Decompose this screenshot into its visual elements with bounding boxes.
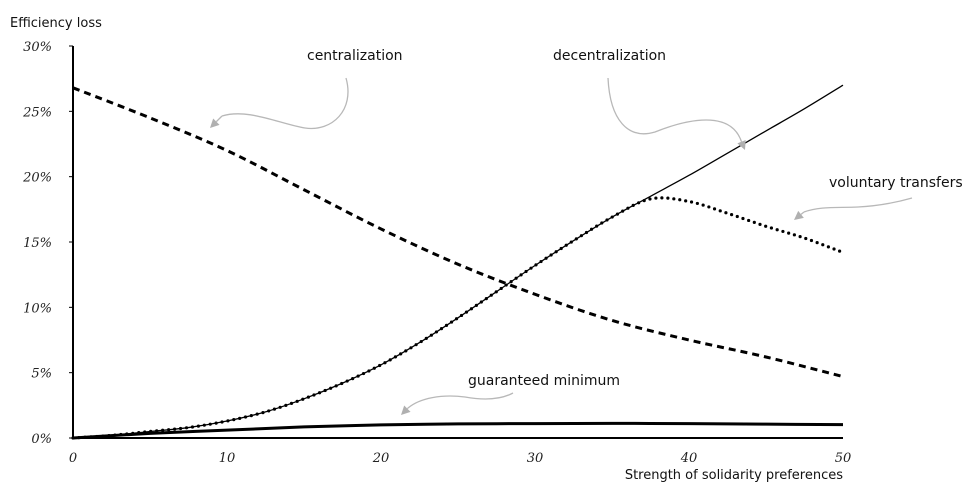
x-tick-label: 30: [527, 451, 544, 466]
ticks: 0% 5% 10% 15% 20% 25% 30% 0 10 20 30 40 50: [22, 40, 851, 466]
x-tick-label: 40: [680, 451, 698, 466]
annotation-decentralization: decentralization: [553, 48, 666, 64]
x-tick-label: 0: [69, 451, 77, 466]
x-tick-label: 50: [835, 451, 852, 466]
y-tick-label: 5%: [31, 367, 52, 382]
series-line-decentralization: [72, 84, 844, 439]
annotation-arrow-centralization: [221, 77, 349, 130]
series-layer: [71, 84, 845, 440]
y-axis-title: Efficiency loss: [10, 16, 102, 31]
series-line-voluntary-transfers: [71, 196, 845, 440]
annotation-arrow-shaft-guaranteed-minimum: [406, 407, 409, 410]
annotation-arrow-shaft-voluntary-transfers: [800, 211, 805, 215]
y-tick-label: 0%: [31, 432, 52, 447]
x-tick-label: 20: [372, 451, 390, 466]
x-axis-title: Strength of solidarity preferences: [625, 468, 843, 483]
annotation-arrow-shaft-centralization: [215, 115, 223, 123]
annotation-arrow-decentralization: [607, 77, 741, 139]
x-tick-label: 10: [219, 451, 236, 466]
y-tick-label: 10%: [23, 301, 52, 316]
annotation-arrow-shaft-decentralization: [739, 137, 743, 142]
annotation-voluntary-transfers: voluntary transfers: [829, 175, 963, 191]
axes: [72, 46, 843, 439]
y-tick-label: 30%: [23, 40, 52, 55]
series-line-centralization: [72, 86, 844, 379]
annotation-arrowhead-centralization: [210, 118, 220, 128]
annotation-arrow-voluntary-transfers: [803, 197, 913, 213]
annotation-arrow-guaranteed-minimum: [407, 392, 514, 409]
annotation-arrowhead-guaranteed-minimum: [401, 405, 411, 415]
y-tick-label: 20%: [22, 171, 52, 186]
annotation-arrowhead-voluntary-transfers: [794, 210, 804, 220]
annotation-guaranteed-minimum: guaranteed minimum: [468, 373, 620, 389]
series-line-guaranteed-minimum: [72, 421, 844, 440]
annotation-arrowhead-decentralization: [737, 139, 746, 150]
y-tick-label: 25%: [22, 105, 52, 120]
annotation-layer: centralization decentralization voluntary …: [210, 48, 963, 415]
annotation-centralization: centralization: [307, 48, 403, 64]
y-tick-label: 15%: [23, 236, 52, 251]
